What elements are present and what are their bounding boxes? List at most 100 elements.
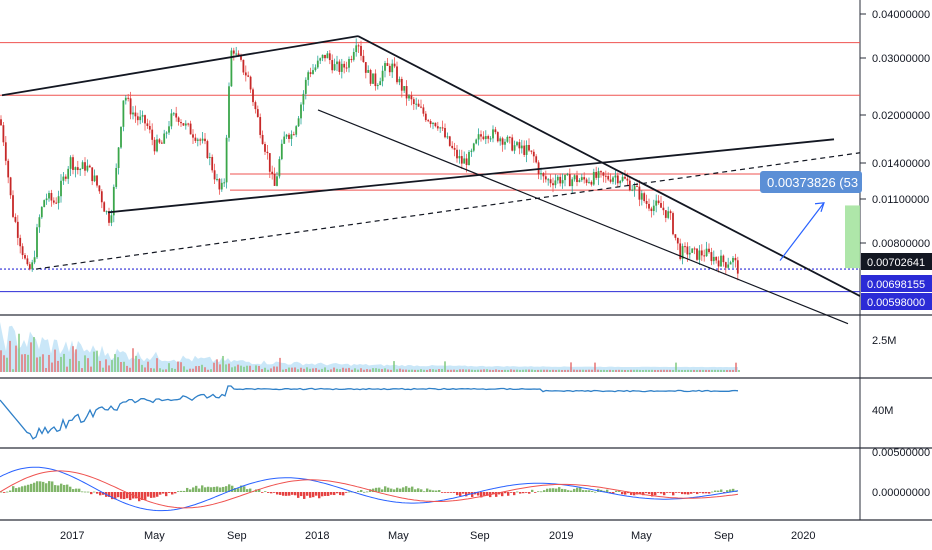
volume-bar [399,368,401,372]
volume-bar [729,369,731,372]
obv-pane[interactable] [0,385,739,440]
candle-body [336,61,338,65]
time-tick-label: May [144,530,165,542]
candle-body [669,211,672,214]
macd-histogram-bar [51,481,54,492]
candle-body [276,176,278,186]
candle-body [736,260,739,274]
candle-body [45,198,48,201]
volume-bar [387,369,389,372]
volume-bar [522,369,524,372]
candle-body [285,134,288,137]
candle-body [516,142,518,146]
volume-bar [492,369,494,372]
volume-bar [513,369,515,372]
macd-histogram-bar [453,492,456,493]
macd-histogram-bar [666,492,669,493]
macd-histogram-bar [150,492,153,498]
macd-histogram-bar [624,492,627,495]
candle-body [0,119,2,126]
macd-histogram-bar [225,486,228,492]
macd-histogram-bar [96,492,99,494]
volume-bar [555,369,557,372]
candle-body [698,250,701,260]
drawing-tools[interactable] [1,35,861,325]
time-tick-label: 2017 [60,530,84,542]
macd-histogram-bar [612,492,615,494]
macd-histogram-bar [579,487,582,492]
volume-bar [15,345,17,372]
volume-bar [540,369,542,372]
macd-histogram-bar [69,486,72,492]
volume-bar [330,369,332,372]
volume-bar [624,369,626,372]
candle-body [544,176,547,180]
candle-body [571,179,574,187]
trend-line [357,35,861,297]
volume-bar [225,364,227,372]
macd-histogram-bar [705,492,708,494]
macd-histogram-bar [729,489,732,492]
volume-bar [126,365,128,372]
volume-bar [444,361,446,372]
candle-body [391,63,394,73]
macd-histogram-bar [564,489,567,492]
candle-body [134,112,137,117]
volume-bar [186,369,188,372]
volume-bar [558,369,560,372]
candle-body [672,213,674,235]
volume-bar [321,368,323,372]
volume-bar [144,367,146,372]
macd-pane[interactable] [0,466,739,512]
candle-body [141,115,144,117]
volume-bar [588,369,590,372]
candle-body [633,185,636,190]
volume-bar [459,369,461,372]
candle-body [261,134,264,144]
macd-histogram-bar [162,492,165,494]
candle-body [120,126,122,148]
volume-bar [702,369,704,372]
volume-bar [120,361,122,372]
candle-body [165,132,168,134]
volume-bar [306,367,308,372]
macd-histogram-bar [273,492,276,493]
macd-histogram-bar [237,488,240,492]
macd-histogram-bar [543,490,546,492]
macd-histogram-bar [6,491,9,493]
measure-label[interactable]: 0.00373826 (53 [760,171,862,193]
volume-bar [657,369,659,372]
macd-histogram-bar [180,490,183,492]
level-price-tag [861,275,932,292]
macd-histogram-bar [33,482,36,492]
macd-histogram-bar [483,492,486,496]
candle-body [504,141,506,145]
macd-histogram-bar [681,492,684,495]
macd-histogram-bar [375,487,378,492]
macd-histogram-bar [504,492,507,494]
volume-bar [348,367,350,372]
level-price-label: 0.00698155 [867,279,925,291]
macd-histogram-bar [726,490,729,492]
macd-histogram-bar [471,492,474,498]
candle-body [360,45,362,56]
macd-histogram-bar [276,492,279,495]
candle-body [559,176,562,184]
volume-bar [324,367,326,372]
volume-pane[interactable] [0,322,740,372]
macd-histogram-bar [177,491,180,492]
candle-body [511,137,514,151]
macd-histogram-bar [393,489,396,492]
macd-histogram-bar [639,492,642,495]
price-axis[interactable]: 0.04000000 0.03000000 0.02000000 0.01400… [860,9,932,499]
macd-histogram-bar [381,489,384,492]
macd-histogram-bar [306,492,309,496]
macd-histogram-bar [651,492,654,497]
macd-histogram-bar [387,487,390,492]
candle-body [412,99,415,105]
candle-body [180,122,182,124]
macd-histogram-bar [561,488,564,492]
time-axis[interactable]: 2017 May Sep 2018 May Sep 2019 May Sep 2… [60,530,815,542]
price-pane[interactable] [0,38,860,293]
